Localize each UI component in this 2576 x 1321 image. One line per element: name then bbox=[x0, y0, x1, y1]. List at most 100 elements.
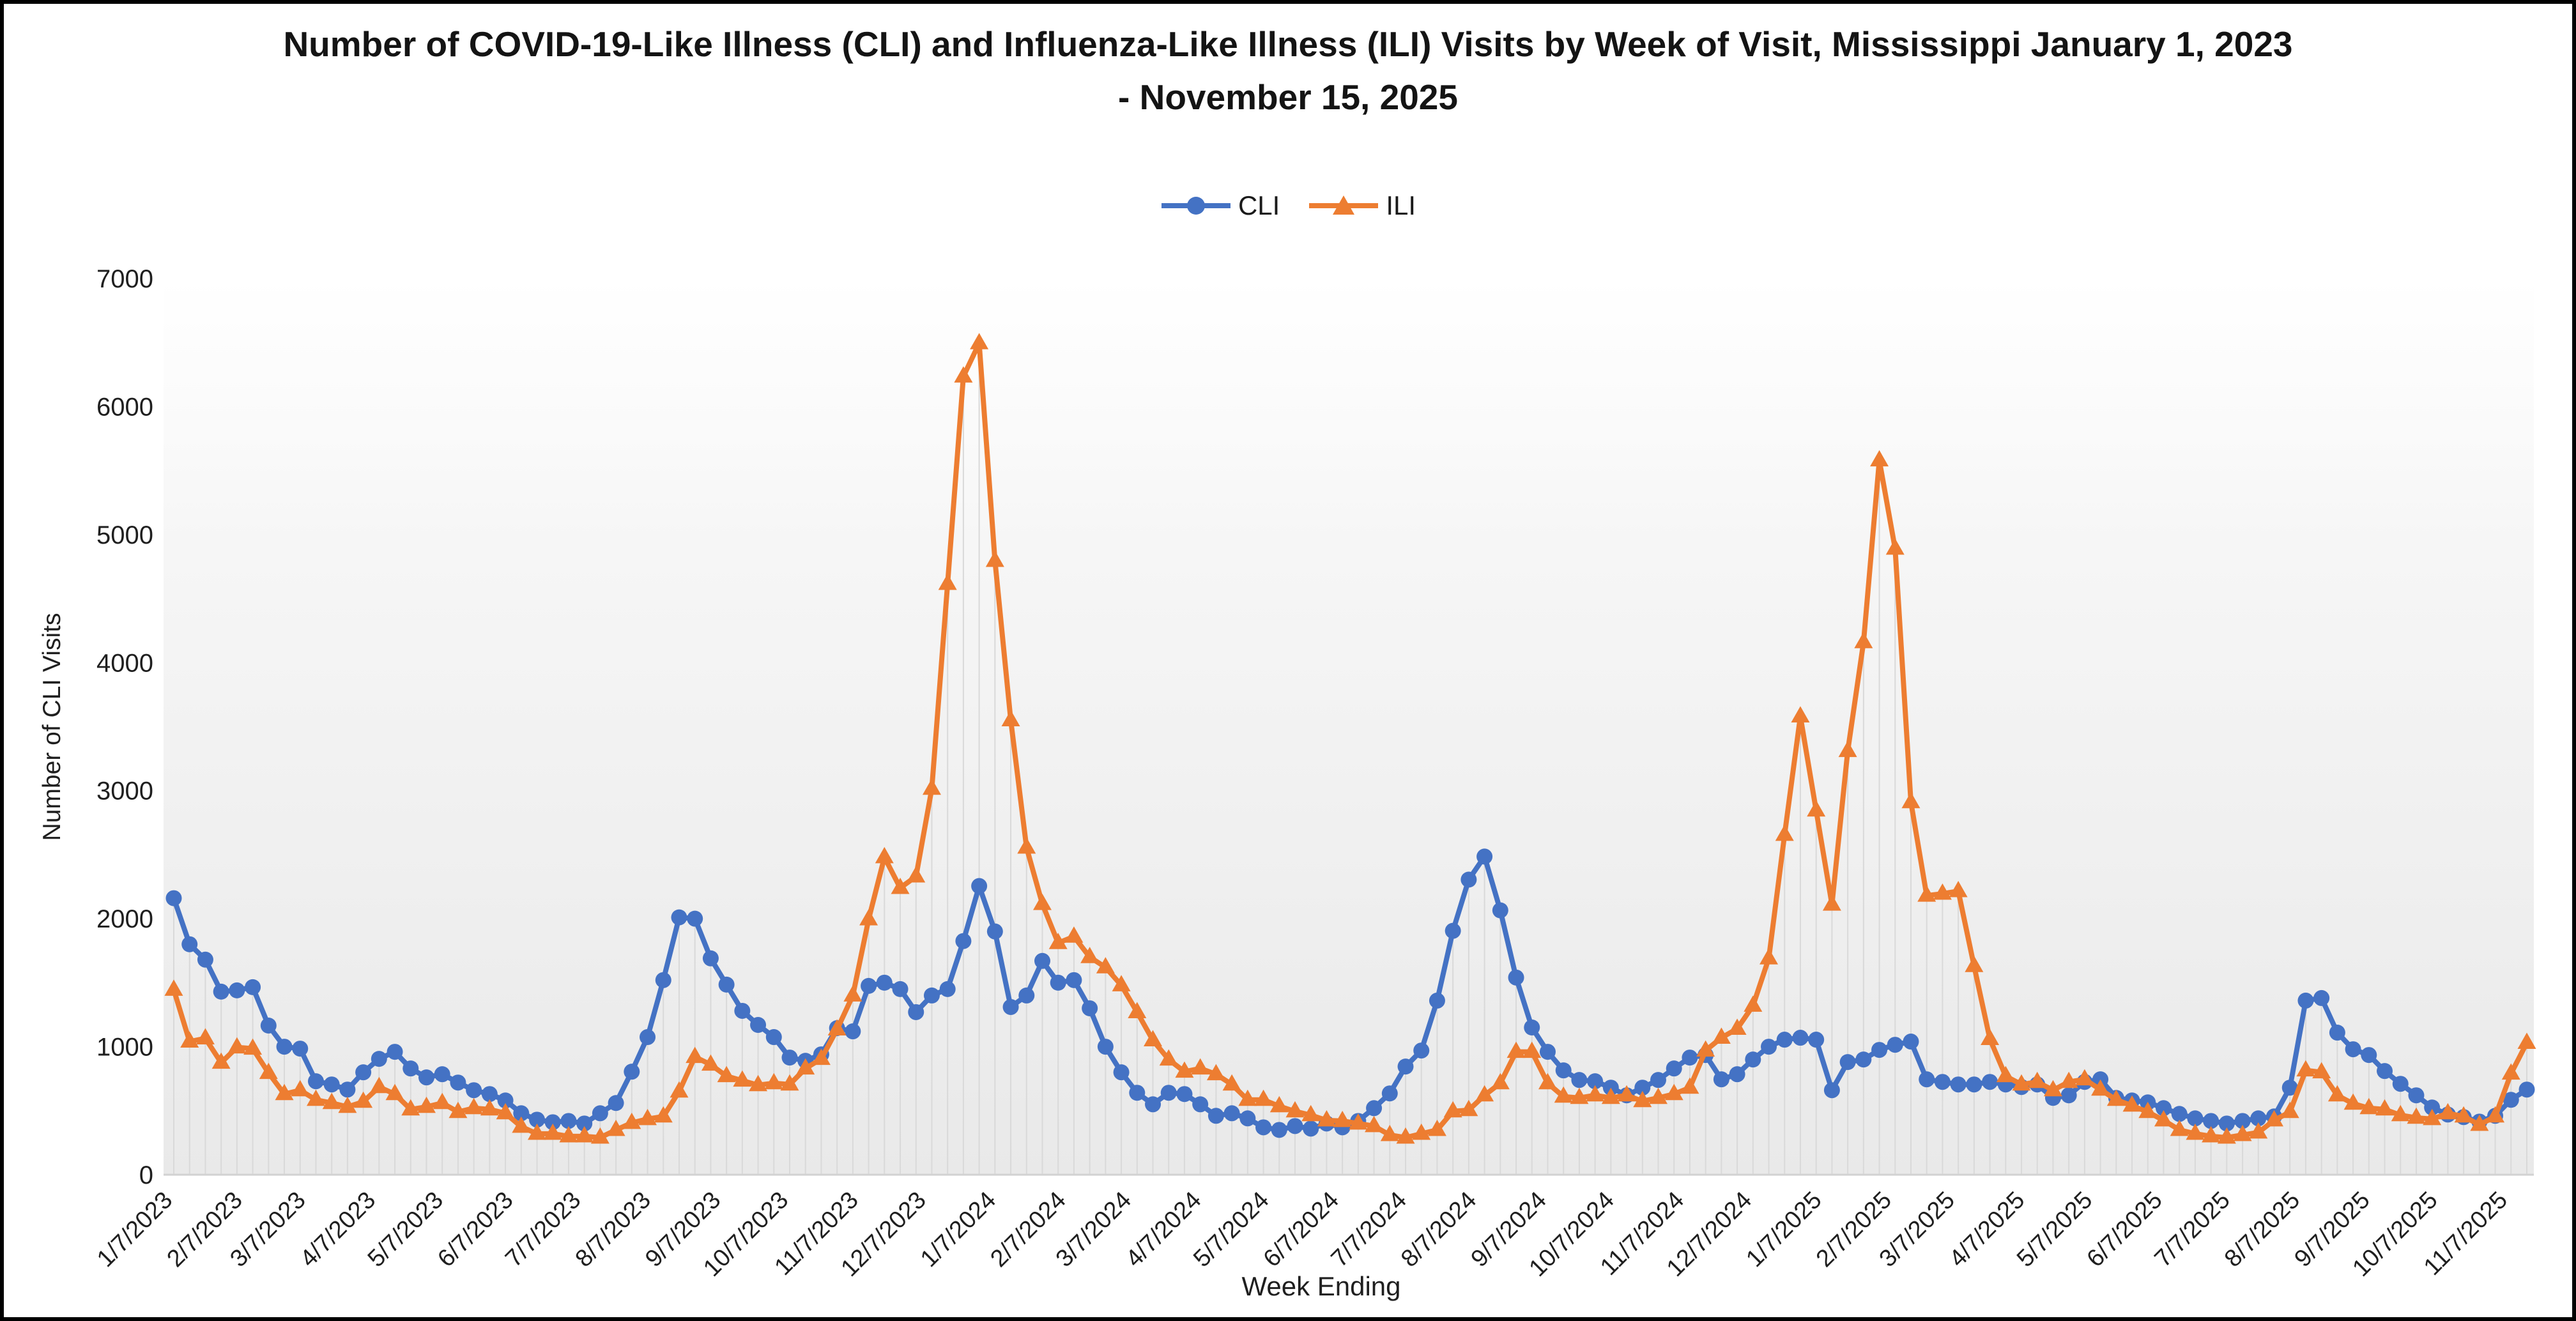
ili-point-marker bbox=[1901, 791, 1920, 809]
ili-point-marker bbox=[1001, 710, 1020, 726]
cli-point-marker bbox=[892, 981, 908, 997]
cli-point-marker bbox=[181, 936, 198, 952]
ili-point-marker bbox=[1854, 632, 1873, 648]
cli-point-marker bbox=[718, 976, 735, 993]
cli-point-marker bbox=[2408, 1087, 2425, 1104]
ili-point-marker bbox=[970, 333, 989, 349]
ili-point-marker bbox=[654, 1106, 673, 1123]
ili-point-marker bbox=[2249, 1122, 2268, 1139]
cli-point-marker bbox=[1934, 1074, 1951, 1090]
ili-point-marker bbox=[1238, 1089, 1257, 1106]
ili-point-marker bbox=[1728, 1018, 1747, 1035]
ili-point-marker bbox=[1064, 926, 1084, 943]
ili-point-marker bbox=[938, 574, 957, 590]
cli-point-marker bbox=[434, 1066, 450, 1083]
ili-point-marker bbox=[1096, 957, 1115, 974]
ili-point-marker bbox=[1491, 1073, 1510, 1090]
cli-point-marker bbox=[939, 981, 956, 997]
ili-point-marker bbox=[369, 1076, 388, 1094]
x-axis-title: Week Ending bbox=[1241, 1271, 1401, 1301]
ili-point-marker bbox=[543, 1123, 562, 1140]
ili-point-marker bbox=[1617, 1085, 1636, 1102]
cli-point-marker bbox=[1287, 1118, 1303, 1134]
cli-point-marker bbox=[560, 1113, 577, 1129]
cli-point-marker bbox=[418, 1069, 434, 1086]
ili-point-marker bbox=[1712, 1027, 1731, 1044]
cli-point-marker bbox=[1839, 1054, 1856, 1071]
cli-point-marker bbox=[908, 1004, 924, 1020]
x-tick-label: 7/7/2024 bbox=[1326, 1187, 1412, 1272]
cli-point-marker bbox=[1429, 992, 1445, 1009]
cli-point-marker bbox=[1871, 1042, 1888, 1058]
x-tick-label: 8/7/2023 bbox=[571, 1187, 656, 1272]
legend-item-ili: ILI bbox=[1308, 190, 1416, 221]
ili-point-marker bbox=[1522, 1041, 1542, 1058]
cli-point-marker bbox=[1397, 1058, 1414, 1075]
ili-point-marker bbox=[1475, 1085, 1494, 1102]
ili-point-marker bbox=[796, 1058, 815, 1075]
ili-point-marker bbox=[1285, 1101, 1305, 1118]
y-tick-label: 0 bbox=[139, 1161, 153, 1189]
ili-point-marker bbox=[1807, 800, 1826, 817]
ili-point-marker bbox=[2359, 1097, 2379, 1115]
cli-point-marker bbox=[2518, 1081, 2535, 1098]
ili-point-marker bbox=[1917, 885, 1936, 902]
ili-point-marker bbox=[480, 1099, 499, 1116]
cli-point-marker bbox=[687, 910, 703, 927]
ili-point-marker bbox=[1048, 933, 1068, 949]
ili-point-marker bbox=[701, 1054, 720, 1071]
cli-point-marker bbox=[2250, 1110, 2267, 1127]
ili-point-marker bbox=[401, 1099, 420, 1116]
ili-point-marker bbox=[448, 1101, 468, 1119]
ili-point-marker bbox=[717, 1065, 736, 1083]
cli-point-marker bbox=[655, 972, 671, 988]
ili-point-marker bbox=[275, 1083, 294, 1101]
cli-point-marker bbox=[466, 1082, 482, 1099]
ili-point-marker bbox=[1885, 538, 1905, 555]
cli-point-marker bbox=[1524, 1019, 1540, 1036]
ili-point-marker bbox=[496, 1103, 515, 1120]
ili-point-marker bbox=[2296, 1060, 2315, 1077]
ili-point-marker bbox=[686, 1046, 705, 1064]
cli-point-marker bbox=[1745, 1051, 1761, 1068]
cli-point-marker bbox=[750, 1016, 767, 1033]
ili-point-marker bbox=[2059, 1071, 2078, 1088]
cli-point-marker bbox=[2297, 992, 2314, 1009]
ili-point-marker bbox=[2138, 1101, 2158, 1119]
cli-point-marker bbox=[229, 982, 245, 998]
ili-point-marker bbox=[2122, 1095, 2142, 1112]
ili-point-marker bbox=[2312, 1062, 2331, 1079]
cli-point-marker bbox=[529, 1111, 546, 1128]
y-tick-labels: 0 1000 2000 3000 4000 5000 6000 7000 bbox=[96, 265, 153, 1189]
cli-point-marker bbox=[402, 1060, 419, 1077]
ili-point-marker bbox=[670, 1081, 689, 1098]
cli-point-marker bbox=[1966, 1076, 1982, 1093]
cli-point-marker bbox=[1682, 1050, 1698, 1066]
cli-point-marker bbox=[371, 1051, 387, 1067]
ili-point-marker bbox=[1570, 1087, 1589, 1104]
cli-point-marker bbox=[955, 933, 972, 949]
cli-point-marker bbox=[1208, 1108, 1224, 1124]
cli-point-marker bbox=[2203, 1113, 2220, 1129]
cli-point-marker bbox=[1950, 1076, 1966, 1093]
ili-point-marker bbox=[195, 1028, 215, 1045]
cli-point-marker bbox=[1903, 1034, 1919, 1050]
ili-point-marker bbox=[2391, 1104, 2410, 1122]
cli-point-marker bbox=[1160, 1085, 1177, 1101]
ili-point-marker bbox=[1680, 1077, 1699, 1094]
cli-point-marker bbox=[1761, 1039, 1777, 1055]
ili-point-marker bbox=[1254, 1089, 1273, 1106]
cli-point-marker bbox=[624, 1064, 640, 1080]
cli-point-marker bbox=[640, 1029, 656, 1046]
ili-point-marker bbox=[2170, 1119, 2189, 1136]
ili-point-marker bbox=[2202, 1126, 2221, 1143]
ili-point-marker bbox=[1443, 1101, 1462, 1118]
ili-point-marker bbox=[891, 878, 910, 894]
cli-point-marker bbox=[1255, 1119, 1272, 1136]
ili-point-marker bbox=[1427, 1119, 1446, 1136]
cli-point-marker bbox=[497, 1092, 514, 1109]
y-tick-label: 2000 bbox=[96, 905, 153, 933]
cli-point-marker bbox=[1192, 1096, 1209, 1113]
ili-point-marker bbox=[1759, 948, 1779, 965]
